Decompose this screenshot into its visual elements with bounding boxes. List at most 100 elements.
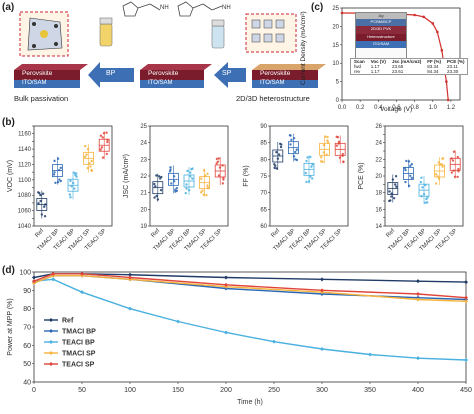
box-point [452, 169, 455, 172]
box-point [155, 174, 158, 177]
table-header: PCE (%) [446, 59, 465, 64]
box-point [189, 175, 192, 178]
box-point [41, 192, 45, 195]
box-point [439, 163, 442, 166]
box-point [153, 182, 156, 186]
box-point [59, 166, 63, 170]
box-point [189, 171, 192, 174]
arrow-bp [88, 62, 134, 88]
box-point [388, 199, 391, 203]
stability-y-tick-label: 100 [19, 270, 31, 277]
stability-y-tick-label: 50 [23, 361, 31, 368]
panel-label-a: (a) [2, 2, 15, 13]
arrow-sp-label: SP [222, 70, 232, 77]
left-stack-perovskite-label: Perovskite [22, 70, 53, 77]
stability-marker [51, 277, 56, 282]
stability-xlabel: Time (h) [237, 399, 263, 406]
box-point [184, 191, 187, 195]
box-point [215, 162, 218, 165]
table-cell: 84.34 [427, 69, 439, 74]
box-y-tick-label: 80 [260, 157, 267, 163]
box-point [295, 158, 299, 162]
box-point [185, 187, 188, 190]
caption-heterostructure: 2D/3D heterostructure [236, 94, 310, 103]
box-point [395, 185, 398, 188]
table-cell: 23.65 [391, 64, 404, 69]
box-point [101, 136, 104, 139]
box-point [337, 142, 340, 145]
box-point [202, 169, 206, 172]
stability-marker [128, 272, 132, 277]
box-point [54, 181, 57, 185]
box-y-tick-label: 22 [140, 174, 147, 180]
jv-y-tick-label: 15 [332, 43, 339, 49]
heterostructure-illustration [245, 13, 297, 53]
box-point [187, 189, 191, 192]
box-point [335, 135, 338, 138]
box-point [175, 186, 179, 190]
box-y-tick-label: 1080 [18, 193, 32, 199]
box-point [451, 159, 455, 162]
box-point [37, 191, 40, 194]
box-point [309, 175, 312, 178]
box-point [75, 172, 78, 175]
box-point [453, 175, 457, 178]
box-point [404, 180, 407, 184]
box-point [392, 196, 396, 200]
box-point [456, 155, 460, 159]
box-point [390, 195, 393, 198]
table-cell: 23.61 [391, 69, 404, 74]
box-point [222, 176, 225, 179]
stability-marker [416, 297, 420, 302]
box-point [216, 160, 220, 163]
box-point [407, 160, 411, 163]
box-point [40, 213, 44, 216]
box-point [59, 179, 63, 183]
box-point [43, 215, 47, 218]
inset-layer-het: Heterostructure [356, 34, 406, 41]
box-point [83, 155, 87, 158]
box-chart-frame [33, 125, 113, 227]
box-y-tick-label: 14 [375, 224, 382, 230]
box-category-label: Ref [34, 228, 45, 239]
box-point [450, 157, 453, 160]
box-y-tick-label: 24 [375, 141, 382, 147]
box-point [191, 167, 194, 170]
box-point [169, 166, 172, 169]
box-point [217, 157, 220, 160]
inset-layer-pcbm: PCBM/BCP [356, 19, 406, 26]
box-point [221, 182, 225, 185]
box-point [168, 170, 172, 173]
box-point [278, 142, 282, 145]
stability-y-tick-label: 70 [23, 325, 31, 332]
box-point [457, 170, 460, 173]
box-point [69, 179, 72, 183]
panel-label-c: (c) [311, 2, 324, 13]
box-point [158, 177, 162, 180]
box-point [218, 166, 222, 169]
box-point [437, 177, 441, 180]
panel-label-d: (d) [2, 265, 15, 276]
molecule-label-2: NH [222, 5, 231, 11]
box-point [273, 166, 276, 170]
table-cell: 1.17 [370, 64, 380, 69]
stability-marker [416, 292, 420, 296]
table-cell: 1.17 [370, 69, 380, 74]
box-point [310, 165, 313, 168]
jv-y-tick-label: 0 [336, 98, 340, 104]
jv-ylabel: Current Density (mA/cm²) [300, 11, 307, 85]
box-point [102, 131, 106, 135]
stability-y-tick-label: 90 [23, 288, 31, 295]
box-point [407, 184, 411, 188]
jv-x-tick-label: 1.2 [447, 105, 456, 111]
box-point [422, 192, 426, 196]
box-point [404, 168, 407, 172]
box-point [335, 144, 339, 147]
box-point [201, 189, 204, 192]
box-point [436, 175, 439, 178]
box-point [452, 150, 456, 153]
legend-marker [49, 362, 53, 366]
box-y-tick-label: 1060 [18, 209, 32, 215]
crystal-structure-illustration [19, 11, 69, 57]
